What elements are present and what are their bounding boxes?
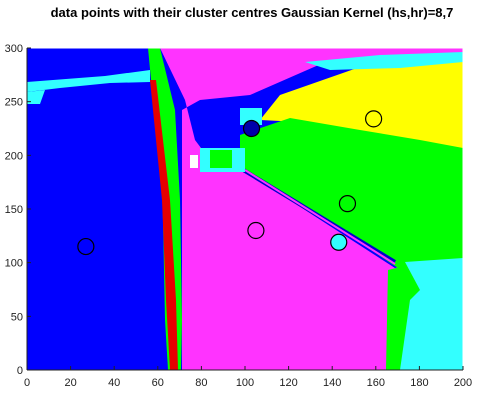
x-tick-label: 80 bbox=[195, 377, 207, 389]
y-tick-label: 250 bbox=[5, 97, 23, 109]
x-tick-label: 200 bbox=[454, 377, 472, 389]
x-tick-label: 180 bbox=[410, 377, 428, 389]
y-tick-label: 200 bbox=[5, 150, 23, 162]
y-tick-label: 300 bbox=[5, 43, 23, 55]
region-blue-top bbox=[27, 48, 150, 82]
x-tick-label: 40 bbox=[108, 377, 120, 389]
region-green-wedge bbox=[240, 118, 463, 268]
x-tick-label: 0 bbox=[24, 377, 30, 389]
x-tick-label: 20 bbox=[64, 377, 76, 389]
cluster-centre-point bbox=[330, 233, 348, 251]
region-cyan-top-right bbox=[305, 52, 463, 70]
x-axis-ticks: 0 20 40 60 80 100 120 140 160 180 200 bbox=[24, 366, 472, 389]
region-magenta bbox=[160, 48, 463, 370]
region-magenta-diagonal-line bbox=[244, 169, 396, 265]
region-green-block bbox=[210, 150, 232, 168]
x-tick-label: 140 bbox=[323, 377, 341, 389]
cluster-centre-point bbox=[242, 119, 261, 138]
region-cyan-spot bbox=[240, 108, 262, 125]
cluster-centre-point bbox=[365, 110, 383, 128]
cluster-centre-point bbox=[338, 195, 357, 213]
x-tick-label: 160 bbox=[367, 377, 385, 389]
y-tick-label: 150 bbox=[5, 204, 23, 216]
region-cyan-left-edge bbox=[27, 90, 45, 104]
region-white-block bbox=[190, 155, 198, 168]
cluster-centre-point bbox=[247, 221, 265, 240]
cluster-centre-point bbox=[77, 237, 95, 256]
region-red-stripe bbox=[150, 80, 178, 370]
cluster-centre-markers bbox=[77, 110, 383, 256]
region-cyan-top-left bbox=[27, 70, 150, 92]
chart-title: data points with their cluster centres G… bbox=[51, 5, 454, 20]
segmentation-regions bbox=[27, 48, 463, 370]
x-tick-label: 120 bbox=[279, 377, 297, 389]
y-tick-label: 50 bbox=[11, 311, 23, 323]
y-axis-ticks: 0 50 100 150 200 250 300 bbox=[5, 43, 31, 377]
region-yellow bbox=[260, 55, 463, 160]
x-tick-label: 100 bbox=[236, 377, 254, 389]
region-cyan-lower-right bbox=[400, 258, 463, 370]
y-tick-label: 0 bbox=[17, 365, 23, 377]
y-tick-label: 100 bbox=[5, 258, 23, 270]
x-tick-label: 60 bbox=[152, 377, 164, 389]
